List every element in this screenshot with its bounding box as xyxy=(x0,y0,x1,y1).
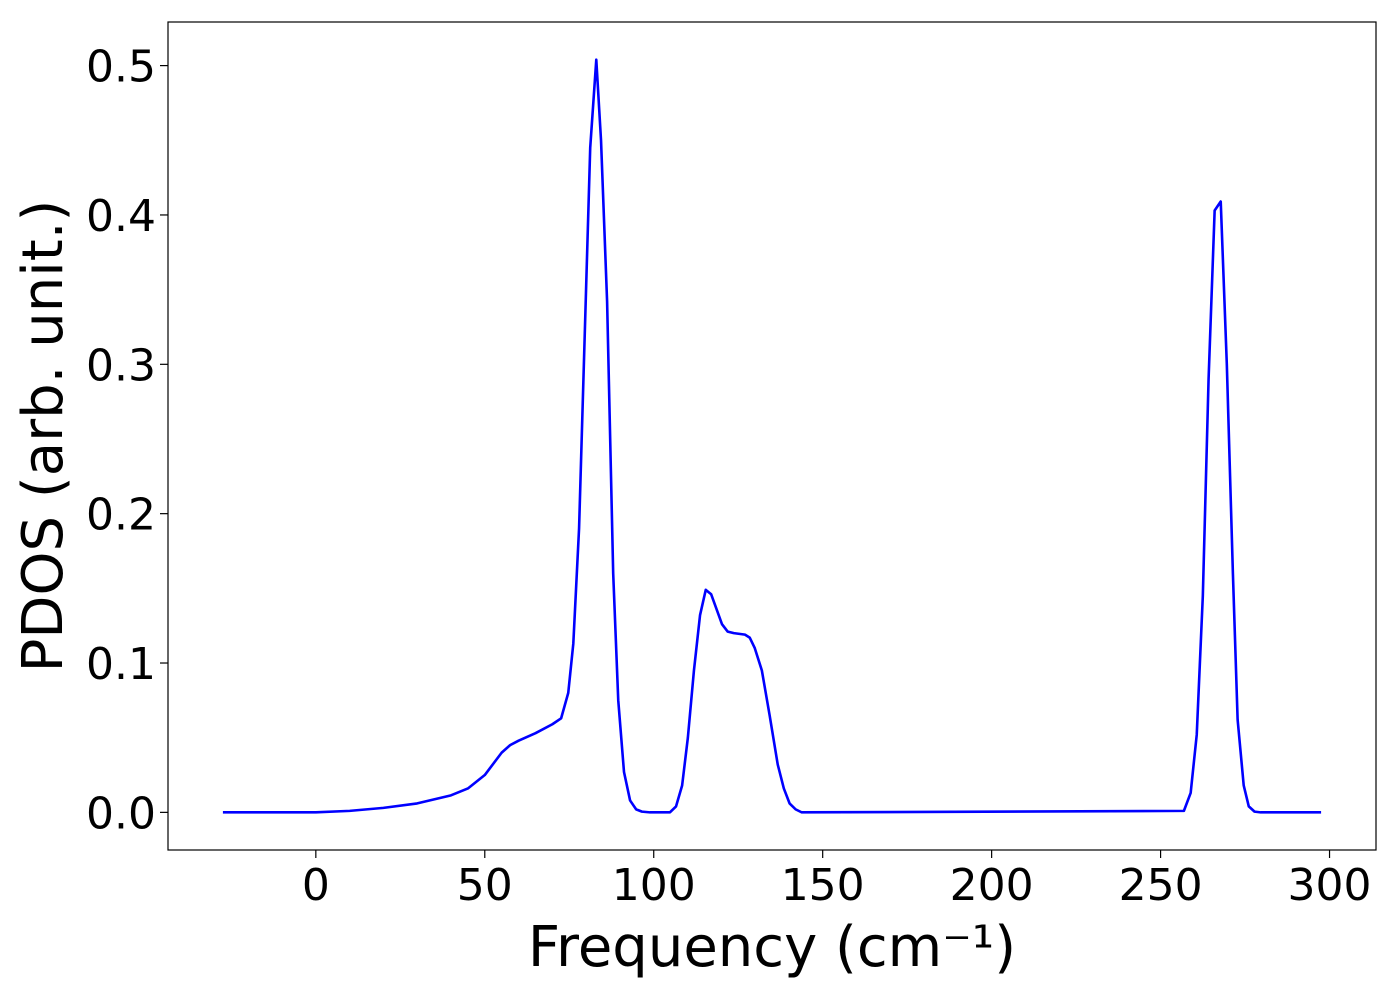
pdos-line xyxy=(222,58,1322,814)
y-tick-label: 0.4 xyxy=(86,191,156,242)
x-tick-label: 300 xyxy=(1288,860,1372,911)
x-tick-label: 200 xyxy=(950,860,1034,911)
y-tick-label: 0.5 xyxy=(86,42,156,93)
y-tick-label: 0.3 xyxy=(86,340,156,391)
y-tick-label: 0.2 xyxy=(86,490,156,541)
x-tick-label: 250 xyxy=(1119,860,1203,911)
plot-frame xyxy=(167,21,1377,851)
y-axis-label: PDOS (arb. unit.) xyxy=(11,200,76,673)
x-tick-label: 0 xyxy=(302,860,330,911)
y-tick-label: 0.1 xyxy=(86,639,156,690)
y-tick-label: 0.0 xyxy=(86,788,156,839)
x-tick-label: 150 xyxy=(781,860,865,911)
x-tick-label: 50 xyxy=(457,860,513,911)
x-tick-label: 100 xyxy=(612,860,696,911)
x-axis-label: Frequency (cm⁻¹) xyxy=(528,915,1016,980)
